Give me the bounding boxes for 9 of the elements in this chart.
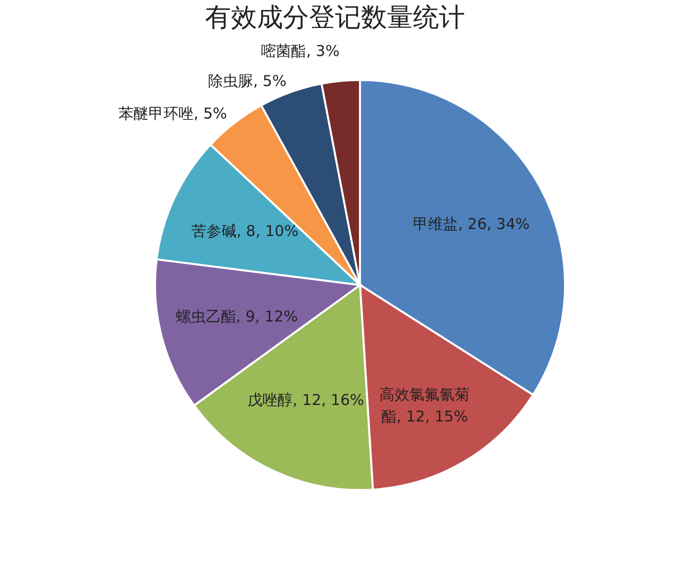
slice-label: 苯醚甲环唑, 5% xyxy=(118,104,227,123)
chart-title: 有效成分登记数量统计 xyxy=(205,3,465,33)
slice-label: 除虫脲, 5% xyxy=(208,72,286,90)
slice-label: 嘧菌酯, 3% xyxy=(261,42,340,60)
slice-label: 高效氯氟氰菊酯, 12, 15% xyxy=(380,385,470,426)
slice-label: 螺虫乙酯, 9, 12% xyxy=(176,308,298,326)
slice-label: 苦参碱, 8, 10% xyxy=(192,222,298,240)
slice-label: 戊唑醇, 12, 16% xyxy=(248,391,364,410)
slice-label: 甲维盐, 26, 34% xyxy=(413,214,530,233)
